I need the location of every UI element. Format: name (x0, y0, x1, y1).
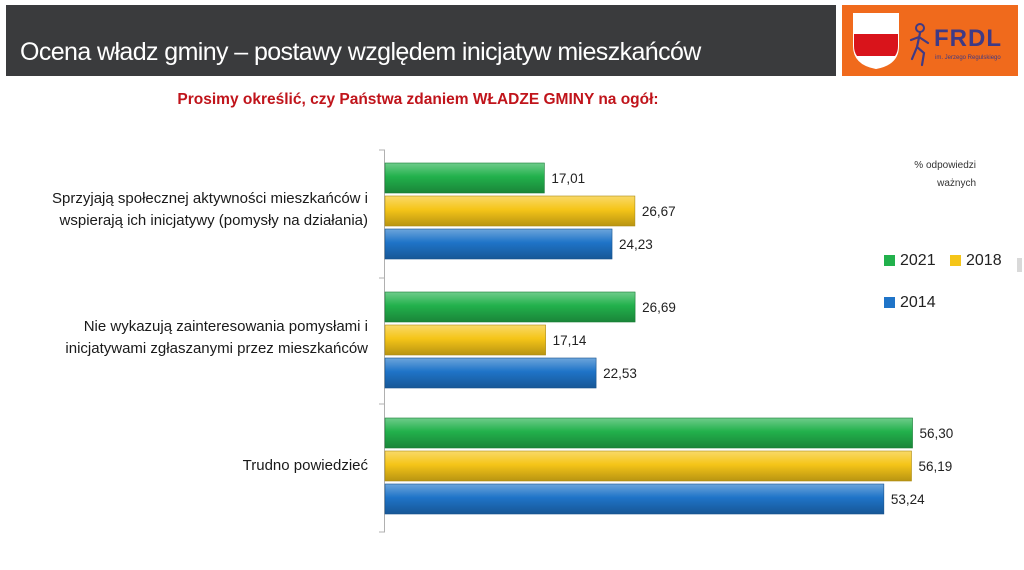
category-label-line: Nie wykazują zainteresowania pomysłami i (83, 318, 368, 335)
data-label-2018-cat2: 17,14 (553, 333, 587, 348)
data-label-2014-cat1: 24,23 (619, 237, 653, 252)
bar-2014-cat3 (384, 483, 885, 515)
bar-2021-cat2 (384, 291, 636, 323)
bar-2014-cat1 (384, 228, 613, 260)
logo-subtext: im. Jerzego Regulskiego (935, 55, 1001, 61)
bar-2021-cat3 (384, 417, 913, 449)
category-label-3: Trudno powiedzieć (0, 455, 368, 477)
data-label-2021-cat2: 26,69 (642, 300, 676, 315)
bar-2018-cat2 (384, 324, 546, 356)
coat-of-arms-icon (853, 13, 899, 70)
legend-item-2018: 2018 (950, 252, 1002, 270)
chart-title: Prosimy określić, czy Państwa zdaniem WŁ… (177, 91, 659, 108)
legend-label: 2021 (900, 252, 936, 269)
scrollbar-handle[interactable] (1017, 258, 1022, 272)
unit-note-line: % odpowiedzi (914, 160, 976, 171)
bar-2018-cat1 (384, 195, 636, 227)
category-label-1: Sprzyjają społecznej aktywności mieszkań… (0, 188, 368, 232)
unit-note: % odpowiedzi ważnych (914, 157, 976, 193)
logo-text: FRDL (934, 25, 1002, 52)
legend-item-2014: 2014 (884, 294, 936, 312)
slide-header: Ocena władz gminy – postawy względem ini… (6, 5, 836, 76)
category-label-line: Sprzyjają społecznej aktywności mieszkań… (52, 190, 368, 207)
legend-label: 2018 (966, 252, 1002, 269)
category-label-line: wspierają ich inicjatywy (pomysły na dzi… (59, 212, 368, 229)
unit-note-line: ważnych (937, 178, 976, 189)
legend-item-2021: 2021 (884, 252, 936, 270)
logo-panel: FRDL im. Jerzego Regulskiego (842, 5, 1018, 76)
runner-figure-icon (909, 23, 930, 67)
data-label-2014-cat2: 22,53 (603, 366, 637, 381)
legend-swatch (884, 255, 895, 266)
bar-2014-cat2 (384, 357, 597, 389)
bar-2021-cat1 (384, 162, 545, 194)
bar-2018-cat3 (384, 450, 912, 482)
data-label-2018-cat1: 26,67 (642, 204, 676, 219)
slide-title: Ocena władz gminy – postawy względem ini… (20, 38, 701, 66)
category-label-2: Nie wykazują zainteresowania pomysłami i… (0, 316, 368, 360)
legend-swatch (950, 255, 961, 266)
legend-label: 2014 (900, 294, 936, 311)
data-label-2021-cat3: 56,30 (920, 426, 954, 441)
category-label-line: inicjatywami zgłaszanymi przez mieszkańc… (65, 340, 368, 357)
data-label-2018-cat3: 56,19 (919, 459, 953, 474)
legend-swatch (884, 297, 895, 308)
category-label-line: Trudno powiedzieć (242, 457, 368, 474)
data-label-2021-cat1: 17,01 (551, 171, 585, 186)
data-label-2014-cat3: 53,24 (891, 492, 925, 507)
